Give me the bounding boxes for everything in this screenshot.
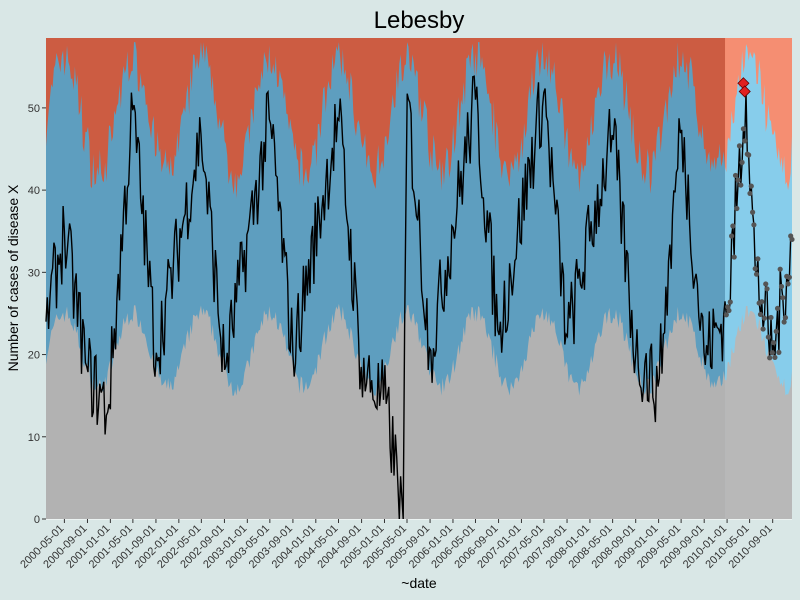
forecast-point [730, 223, 736, 229]
forecast-point [768, 314, 774, 321]
forecast-point [761, 315, 768, 321]
forecast-point [759, 299, 765, 305]
forecast-point [771, 340, 777, 346]
forecast-point [782, 315, 789, 321]
forecast-point [774, 305, 781, 311]
forecast-point [764, 286, 770, 292]
forecast-point [748, 183, 754, 189]
forecast-point [755, 256, 761, 262]
forecast-point [749, 209, 756, 215]
forecast-point [786, 274, 792, 280]
y-tick-label: 50 [28, 103, 40, 115]
forecast-points [723, 88, 795, 361]
forecast-point [778, 283, 785, 290]
forecast-point [773, 328, 779, 334]
forecast-lower-band-area [725, 305, 792, 519]
forecast-point [728, 233, 735, 239]
y-tick-label: 20 [28, 350, 40, 362]
y-tick-label: 0 [34, 514, 40, 526]
forecast-point [746, 152, 752, 158]
x-axis-title: ~date [401, 575, 437, 591]
lower-band-area [46, 303, 727, 519]
forecast-point [757, 311, 764, 318]
forecast-point [780, 295, 786, 301]
forecast-point [789, 236, 795, 243]
chart-title: Lebesby [374, 7, 465, 34]
forecast-point [760, 326, 766, 332]
alarm-markers [737, 77, 751, 98]
x-axis: 2000-05-012000-09-012001-01-012001-05-01… [18, 519, 775, 571]
forecast-point [785, 281, 791, 287]
forecast-point [735, 177, 741, 183]
forecast-point [767, 355, 773, 361]
y-tick-label: 40 [28, 185, 40, 197]
y-tick-label: 30 [28, 267, 40, 279]
y-axis-title: Number of cases of disease X [5, 184, 21, 371]
alarm-marker [738, 85, 751, 98]
forecast-point [731, 254, 737, 260]
forecast-point [776, 349, 782, 355]
y-axis: 0 10 20 30 40 50 [28, 103, 46, 526]
forecast-point [751, 222, 757, 228]
forecast-point [772, 354, 778, 361]
forecast-point [777, 266, 783, 272]
forecast-point [739, 159, 745, 166]
forecast-point [747, 190, 753, 197]
forecast-point [727, 299, 733, 305]
forecast-point [742, 138, 748, 144]
forecast-point [723, 312, 729, 318]
y-tick-label: 10 [28, 432, 40, 444]
plot-panel [45, 38, 795, 520]
forecast-point [738, 182, 744, 188]
forecast-point [765, 334, 771, 340]
forecast-point [740, 126, 747, 132]
forecast-point [734, 205, 740, 212]
forecast-point [732, 172, 739, 179]
forecast-point [769, 350, 775, 356]
series-line [45, 75, 793, 520]
forecast-point [752, 266, 758, 272]
forecast-point [753, 271, 760, 277]
forecast-point [763, 281, 769, 287]
forecast-point [726, 307, 732, 314]
forecast-point [781, 319, 787, 325]
forecast-point [736, 143, 743, 149]
